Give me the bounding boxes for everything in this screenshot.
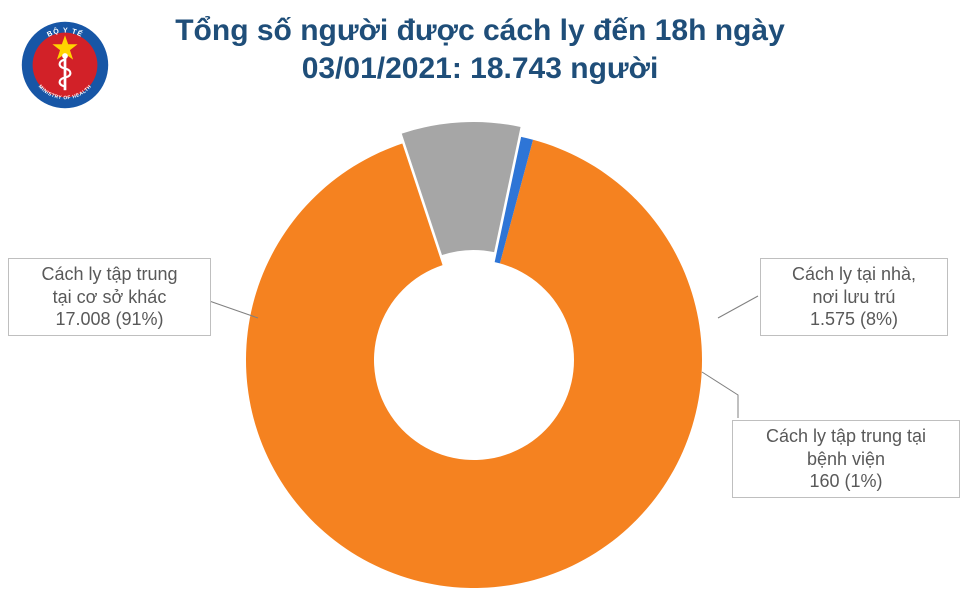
label-home-l1: Cách ly tại nhà, [792, 264, 916, 284]
label-hospital-l3: 160 (1%) [809, 471, 882, 491]
ministry-of-health-logo: BỘ Y TẾ MINISTRY OF HEALTH [20, 20, 110, 115]
chart-title: Tổng số người được cách ly đến 18h ngày … [0, 12, 960, 87]
title-line-1: Tổng số người được cách ly đến 18h ngày [175, 14, 785, 47]
label-home-l2: nơi lưu trú [813, 287, 896, 307]
donut-chart [232, 118, 716, 602]
title-line-2: 03/01/2021: 18.743 người [302, 52, 659, 85]
label-facility-l1: Cách ly tập trung [41, 264, 177, 284]
label-facility-l2: tại cơ sở khác [53, 287, 167, 307]
label-hospital-l1: Cách ly tập trung tại [766, 426, 926, 446]
label-home: Cách ly tại nhà, nơi lưu trú 1.575 (8%) [760, 258, 948, 336]
label-hospital: Cách ly tập trung tại bệnh viện 160 (1%) [732, 420, 960, 498]
leader-home [718, 296, 758, 318]
label-facility: Cách ly tập trung tại cơ sở khác 17.008 … [8, 258, 211, 336]
label-hospital-l2: bệnh viện [807, 449, 885, 469]
moh-logo-svg: BỘ Y TẾ MINISTRY OF HEALTH [20, 20, 110, 110]
label-home-l3: 1.575 (8%) [810, 309, 898, 329]
label-facility-l3: 17.008 (91%) [55, 309, 163, 329]
